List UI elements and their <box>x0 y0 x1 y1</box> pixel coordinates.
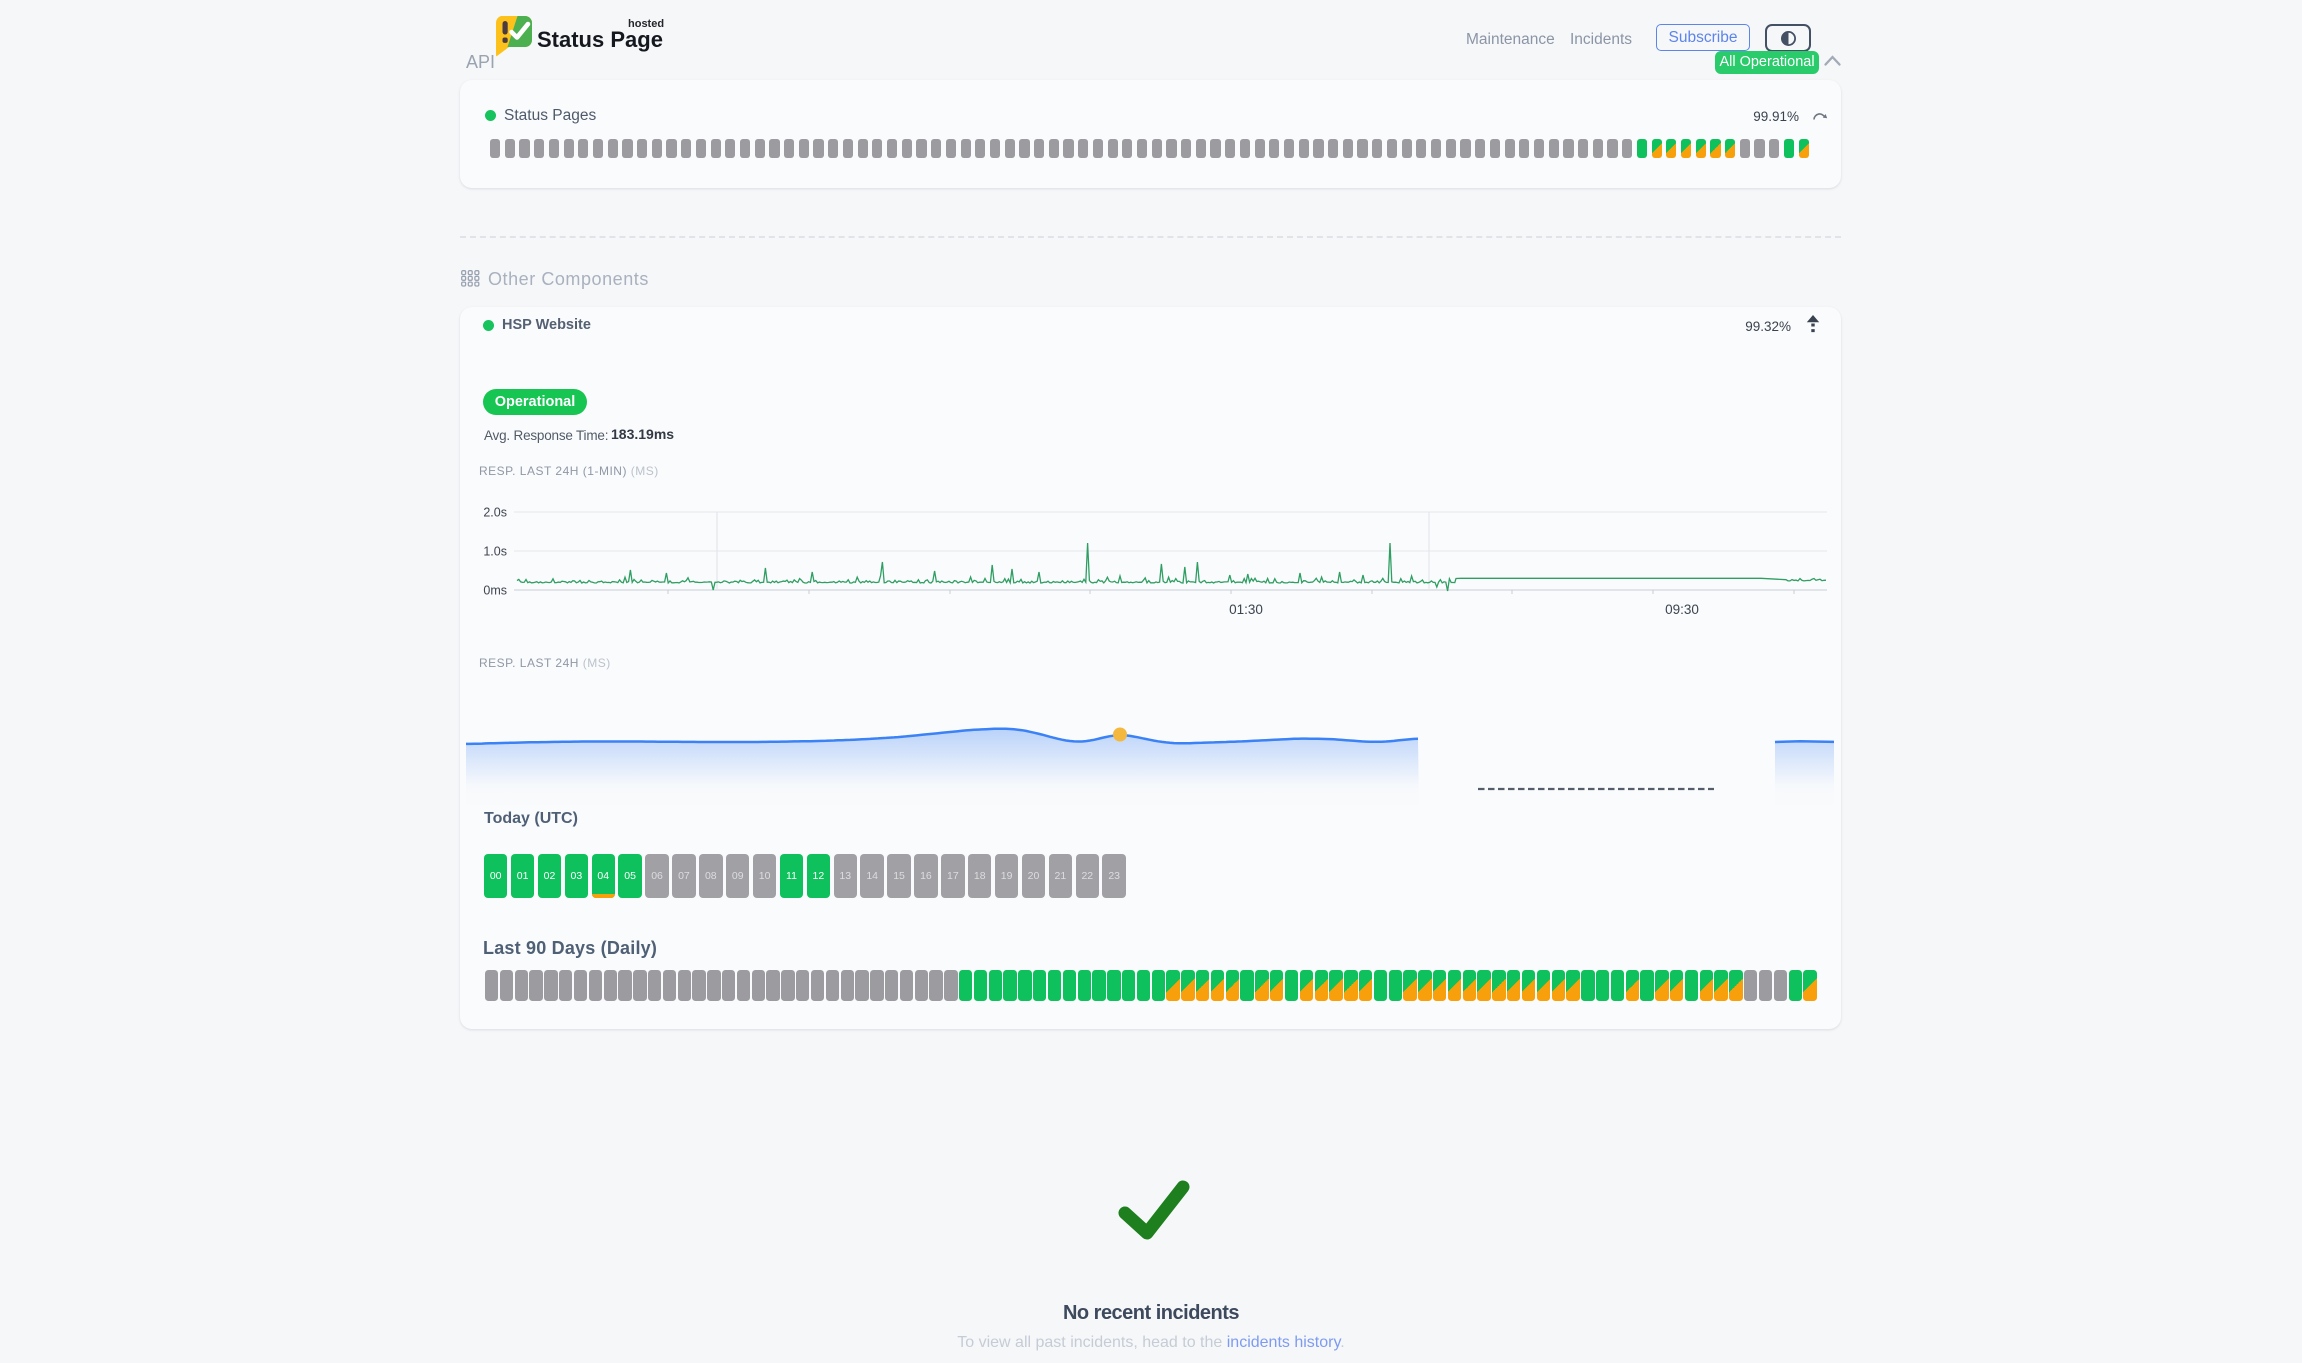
svg-text:0ms: 0ms <box>483 584 507 598</box>
svg-text:01:30: 01:30 <box>1229 602 1263 617</box>
svg-text:1.0s: 1.0s <box>483 545 507 559</box>
svg-text:2.0s: 2.0s <box>483 506 507 520</box>
svg-text:09:30: 09:30 <box>1665 602 1699 617</box>
